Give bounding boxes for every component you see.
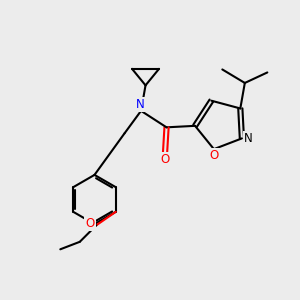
Text: N: N: [136, 98, 145, 111]
Text: O: O: [160, 153, 170, 166]
Text: O: O: [85, 217, 94, 230]
Text: O: O: [209, 149, 218, 162]
Text: N: N: [244, 132, 253, 145]
